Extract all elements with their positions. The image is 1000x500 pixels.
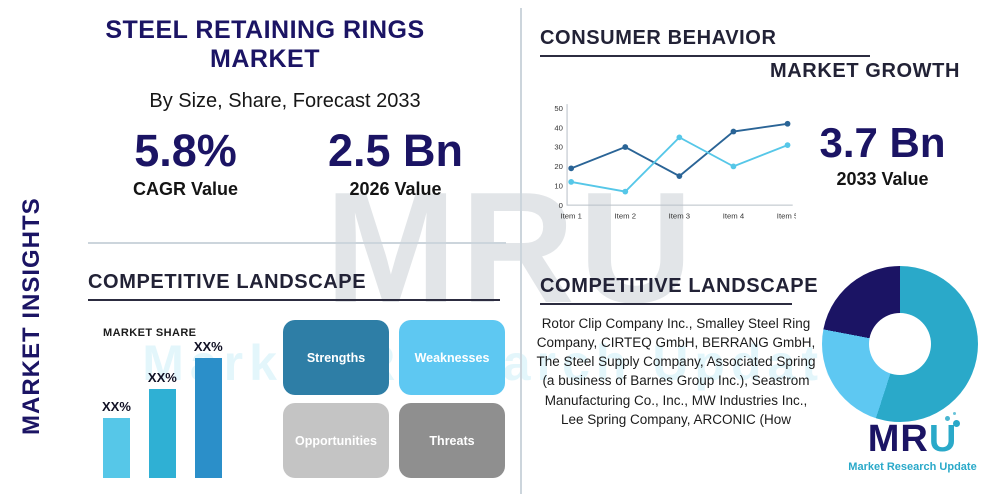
stat-2026: 2.5 Bn 2026 Value <box>308 126 483 200</box>
competitive-landscape-right-underline <box>540 303 792 305</box>
consumer-behavior-title: CONSUMER BEHAVIOR <box>540 27 777 49</box>
svg-text:40: 40 <box>554 123 563 132</box>
companies-list: Rotor Clip Company Inc., Smalley Steel R… <box>536 316 816 427</box>
competitive-landscape-right-title: COMPETITIVE LANDSCAPE <box>540 275 819 297</box>
bar-value-label: XX% <box>147 370 177 386</box>
bar-value-label: XX% <box>102 399 131 414</box>
svg-text:20: 20 <box>554 162 563 171</box>
svg-text:Item 5: Item 5 <box>777 212 796 221</box>
svg-text:50: 50 <box>554 104 563 113</box>
consumer-behavior-underline <box>540 55 870 57</box>
bar-column: XX% <box>194 339 223 478</box>
swot-opportunities-box: Opportunities <box>283 403 389 478</box>
cagr-label: CAGR Value <box>132 178 239 199</box>
page-title: STEEL RETAINING RINGS MARKET <box>105 16 425 73</box>
svg-text:Item 3: Item 3 <box>669 212 690 221</box>
swot-weaknesses-box: Weaknesses <box>399 320 505 395</box>
swot-grid: Strengths Weaknesses Opportunities Threa… <box>283 320 505 478</box>
stat-cagr: 5.8% CAGR Value <box>108 126 263 200</box>
horizontal-divider-left <box>88 242 506 244</box>
swot-weaknesses-label: Weaknesses <box>414 350 490 365</box>
logo-bubbles-icon <box>940 412 960 430</box>
svg-text:10: 10 <box>554 181 563 190</box>
bar-column: XX% <box>102 399 131 478</box>
swot-strengths-label: Strengths <box>306 350 366 365</box>
bar <box>148 389 176 478</box>
stat-2033: 3.7 Bn 2033 Value <box>800 119 965 190</box>
vertical-market-insights-label: MARKET INSIGHTS <box>18 197 45 435</box>
mru-logo: MRU Market Research Update <box>835 412 990 473</box>
value-2026: 2.5 Bn <box>327 125 464 176</box>
market-growth-title: MARKET GROWTH <box>770 60 960 82</box>
logo-subtext: Market Research Update <box>848 461 977 473</box>
watermark-mru: MRU <box>325 160 697 336</box>
label-2033: 2033 Value <box>836 169 929 190</box>
market-share-label: MARKET SHARE <box>103 327 197 339</box>
swot-strengths-box: Strengths <box>283 320 389 395</box>
competitive-landscape-left-title: COMPETITIVE LANDSCAPE <box>88 271 367 293</box>
bar <box>194 358 222 478</box>
vertical-divider <box>520 8 522 494</box>
value-2033: 3.7 Bn <box>819 119 946 166</box>
bar-column: XX% <box>148 370 177 478</box>
svg-text:Item 1: Item 1 <box>560 212 581 221</box>
svg-text:Item 4: Item 4 <box>723 212 745 221</box>
bar <box>102 418 130 478</box>
donut-hole <box>869 313 931 375</box>
competitive-landscape-donut <box>822 266 978 422</box>
logo-letter-m: M <box>867 418 901 460</box>
swot-opportunities-label: Opportunities <box>295 433 377 448</box>
page-subtitle: By Size, Share, Forecast 2033 <box>149 90 421 112</box>
svg-text:30: 30 <box>554 143 563 152</box>
market-growth-line-chart: 0 10 20 30 40 50 Item 1 Item 2 Item 3 Item 4 Item … <box>554 104 796 221</box>
logo-letter-r: R <box>900 418 929 460</box>
label-2026: 2026 Value <box>349 178 442 199</box>
swot-threats-box: Threats <box>399 403 505 478</box>
competitive-landscape-left-underline <box>88 299 500 301</box>
svg-text:Item 2: Item 2 <box>615 212 636 221</box>
market-share-bar-chart: XX% XX% XX% <box>102 333 277 478</box>
bar-value-label: XX% <box>193 339 223 354</box>
cagr-value: 5.8% <box>134 125 237 176</box>
mru-logo-text: MRU <box>835 420 990 458</box>
logo-letter-u: U <box>928 418 958 460</box>
svg-text:0: 0 <box>559 201 563 210</box>
swot-threats-label: Threats <box>429 433 475 448</box>
